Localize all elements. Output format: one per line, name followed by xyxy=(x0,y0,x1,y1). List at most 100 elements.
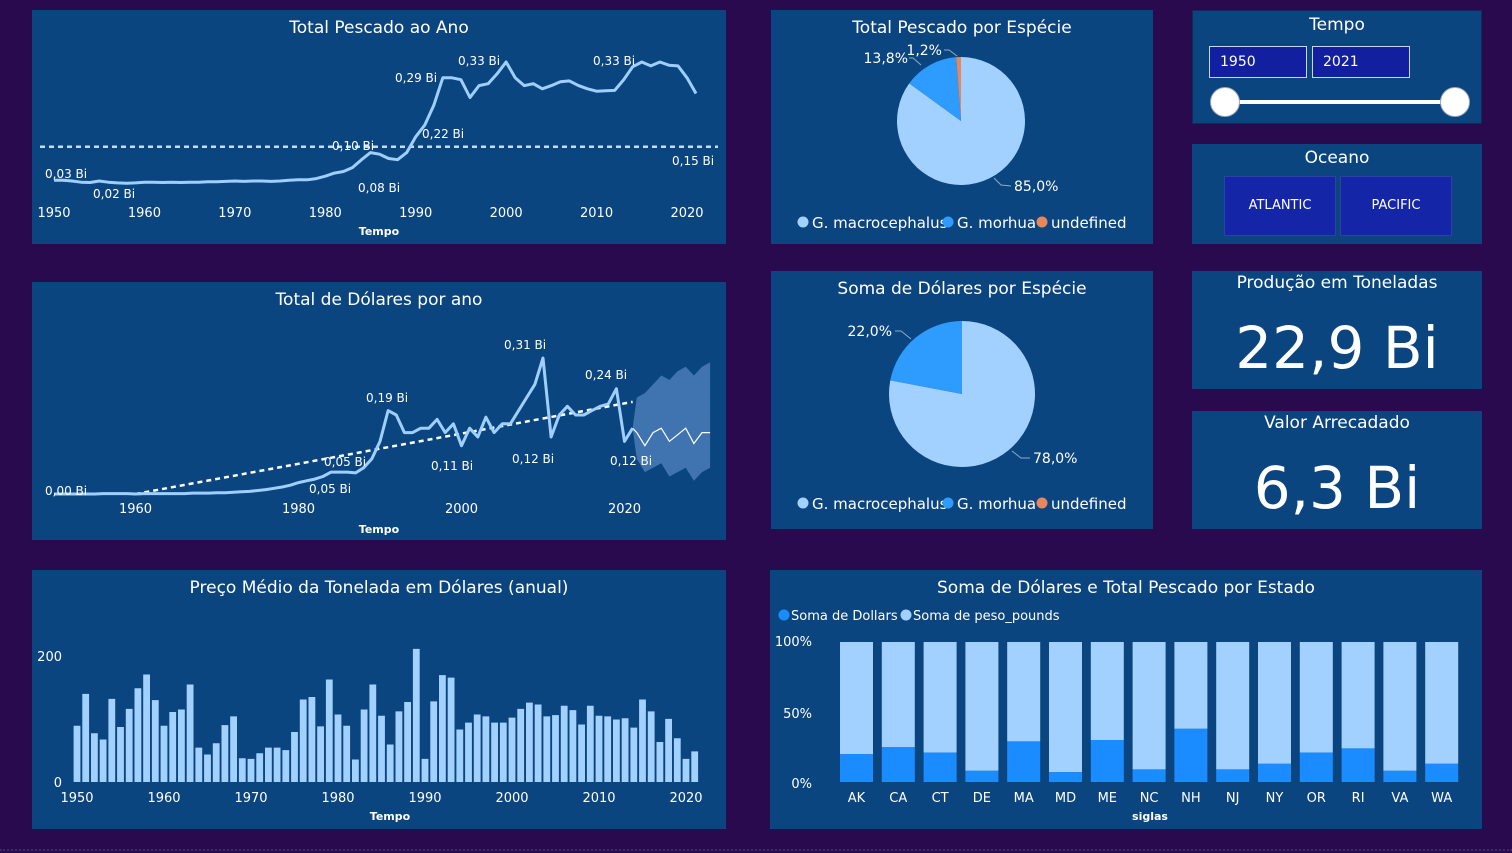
trend-line xyxy=(135,400,633,496)
price-bar xyxy=(499,722,507,782)
legend-marker xyxy=(942,216,954,228)
legend-marker xyxy=(900,609,912,621)
price-bar xyxy=(665,718,672,782)
data-label: 0,08 Bi xyxy=(358,181,400,195)
ocean-slicer-panel: Oceano ATLANTIC PACIFIC xyxy=(1192,144,1482,244)
legend-label: G. morhua xyxy=(957,214,1036,232)
x-tick-label: 1980 xyxy=(282,502,315,517)
time-slider-start-handle[interactable] xyxy=(1210,87,1240,117)
pounds-bar xyxy=(1007,642,1041,742)
price-bar xyxy=(230,716,237,782)
dollars-by-species-title: Soma de Dólares por Espécie xyxy=(837,279,1087,299)
x-tick-label: CT xyxy=(932,791,949,806)
price-bar xyxy=(99,739,107,782)
price-bar xyxy=(656,742,664,782)
legend-marker xyxy=(942,497,954,509)
dollars-by-species-pie[interactable]: 78,0% 22,0% G. macrocephalus G. morhua undef… xyxy=(771,271,1153,529)
price-bar xyxy=(578,724,585,782)
end-year-input[interactable]: 2021 xyxy=(1312,46,1410,78)
pounds-bar xyxy=(1341,642,1375,749)
x-tick-label: 2000 xyxy=(495,791,528,806)
price-bar xyxy=(82,693,90,782)
data-label: 0,03 Bi xyxy=(45,167,87,181)
forecast-line xyxy=(632,427,711,447)
price-bar xyxy=(430,701,438,782)
price-bar xyxy=(178,709,185,782)
x-tick-label: 1980 xyxy=(309,206,342,221)
catch-per-year-panel[interactable]: Total Pescado ao Ano 1950 1960 1970 1980 199… xyxy=(32,10,726,244)
x-tick-label: NY xyxy=(1266,791,1284,806)
x-tick-label: NJ xyxy=(1226,791,1240,806)
dollars-by-species-panel[interactable]: Soma de Dólares por Espécie 78,0% 22,0% G.… xyxy=(771,271,1153,529)
legend-marker xyxy=(797,497,809,509)
pie-leader-line xyxy=(909,57,922,66)
price-bar xyxy=(447,677,455,782)
time-slider-end-handle[interactable] xyxy=(1440,87,1470,117)
legend-marker xyxy=(797,216,809,228)
price-bar xyxy=(308,697,316,782)
price-bar xyxy=(291,732,298,782)
dollars-bar xyxy=(1299,752,1333,782)
price-bar xyxy=(639,699,646,782)
x-tick-label: 1960 xyxy=(147,791,180,806)
ocean-pacific-button[interactable]: PACIFIC xyxy=(1340,176,1452,236)
price-bar xyxy=(265,747,272,782)
price-bar xyxy=(439,675,446,782)
data-label: 0,10 Bi xyxy=(332,139,374,153)
dollars-per-year-chart[interactable]: 1960 1980 2000 2020 Tempo 0,00 Bi 0,05 Bi 0,05 … xyxy=(32,282,726,540)
x-axis-title: siglas xyxy=(1132,810,1168,823)
x-axis-title: Tempo xyxy=(359,523,400,536)
catch-per-year-chart[interactable]: 1950 1960 1970 1980 1990 2000 2010 2020 Tempo 0,0… xyxy=(32,10,726,244)
price-bar xyxy=(73,725,81,782)
pie-slice xyxy=(909,57,961,121)
x-tick-label: OR xyxy=(1307,791,1326,806)
avg-price-panel[interactable]: Preço Médio da Tonelada em Dólares (anua… xyxy=(32,570,726,829)
state-stacked-panel[interactable]: Soma de Dólares e Total Pescado por Esta… xyxy=(770,570,1482,829)
x-tick-label: CA xyxy=(889,791,907,806)
catch-by-species-panel[interactable]: Total Pescado por Espécie 85,0% 13,8% 1,2%… xyxy=(771,10,1153,244)
legend-label: G. macrocephalus xyxy=(812,495,948,513)
price-bar xyxy=(238,758,246,782)
price-bar xyxy=(595,715,603,782)
catch-per-year-title: Total Pescado ao Ano xyxy=(289,18,469,38)
x-axis-title: Tempo xyxy=(359,225,400,238)
dollars-bar xyxy=(1007,741,1041,782)
x-tick-label: 1990 xyxy=(399,206,432,221)
dollars-bar xyxy=(1174,728,1208,782)
price-bar xyxy=(378,715,385,782)
pounds-bar xyxy=(881,642,915,747)
x-tick-label: 2020 xyxy=(670,206,703,221)
price-bar xyxy=(621,718,629,782)
catch-series-line xyxy=(54,60,698,185)
x-tick-label: 1970 xyxy=(234,791,267,806)
data-label: 0,22 Bi xyxy=(422,127,464,141)
x-tick-label: 1970 xyxy=(218,206,251,221)
y-tick-label: 0 xyxy=(54,776,62,791)
pie-slice xyxy=(890,321,962,394)
time-slider-track[interactable] xyxy=(1226,100,1456,104)
state-stacked-chart[interactable]: AK CA CT DE MA MD ME NC NH NJ NY OR RI VA WA 100% 50% 0% s… xyxy=(770,570,1482,829)
ocean-atlantic-button[interactable]: ATLANTIC xyxy=(1224,176,1336,236)
pie-data-label: 22,0% xyxy=(848,324,892,340)
production-kpi-value: 22,9 Bi xyxy=(1235,314,1439,382)
catch-by-species-pie[interactable]: 85,0% 13,8%1,2% G. macrocephalus G. morhua u… xyxy=(771,10,1153,244)
price-bar xyxy=(273,747,281,782)
price-bar xyxy=(186,684,194,782)
price-bar xyxy=(143,674,150,782)
x-axis-title: Tempo xyxy=(370,810,411,823)
pounds-bar xyxy=(1132,642,1166,770)
production-kpi-title: Produção em Toneladas xyxy=(1236,273,1438,293)
price-bar xyxy=(108,698,116,782)
pie-data-label: 1,2% xyxy=(906,43,942,59)
legend-label: Soma de peso_pounds xyxy=(913,609,1060,624)
y-tick-label: 0% xyxy=(791,777,812,792)
start-year-input[interactable]: 1950 xyxy=(1209,46,1307,78)
pounds-bar xyxy=(1216,642,1250,770)
avg-price-title: Preço Médio da Tonelada em Dólares (anua… xyxy=(189,578,569,598)
dollars-bar xyxy=(1258,763,1291,782)
pounds-bar xyxy=(1425,642,1459,764)
dollars-per-year-panel[interactable]: Total de Dólares por ano 1960 1980 2000 202… xyxy=(32,282,726,540)
price-bar xyxy=(169,712,177,782)
price-bar xyxy=(195,747,203,782)
